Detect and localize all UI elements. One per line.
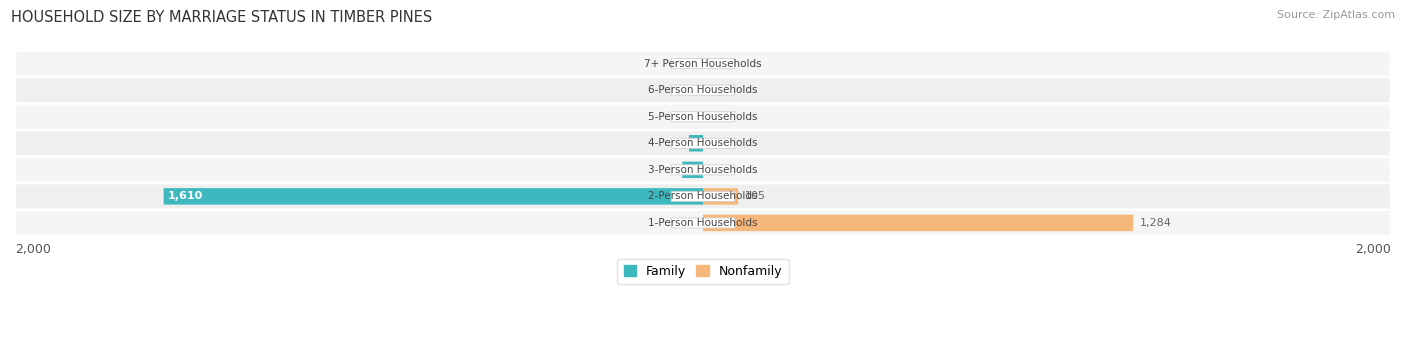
Text: 62: 62 bbox=[686, 165, 702, 175]
Text: 0: 0 bbox=[707, 112, 714, 122]
Text: 6-Person Households: 6-Person Households bbox=[648, 85, 758, 95]
Text: 4-Person Households: 4-Person Households bbox=[648, 138, 758, 148]
Text: 42: 42 bbox=[693, 138, 709, 148]
FancyBboxPatch shape bbox=[671, 138, 735, 148]
Text: 0: 0 bbox=[707, 85, 714, 95]
Text: 0: 0 bbox=[707, 138, 714, 148]
FancyBboxPatch shape bbox=[671, 218, 735, 228]
Legend: Family, Nonfamily: Family, Nonfamily bbox=[617, 259, 789, 284]
FancyBboxPatch shape bbox=[703, 215, 1133, 231]
Text: HOUSEHOLD SIZE BY MARRIAGE STATUS IN TIMBER PINES: HOUSEHOLD SIZE BY MARRIAGE STATUS IN TIM… bbox=[11, 10, 433, 25]
FancyBboxPatch shape bbox=[17, 52, 1389, 75]
FancyBboxPatch shape bbox=[17, 105, 1389, 129]
FancyBboxPatch shape bbox=[17, 184, 1389, 208]
Text: 1,610: 1,610 bbox=[167, 191, 202, 201]
FancyBboxPatch shape bbox=[17, 158, 1389, 182]
FancyBboxPatch shape bbox=[689, 135, 703, 152]
FancyBboxPatch shape bbox=[671, 112, 735, 122]
FancyBboxPatch shape bbox=[17, 78, 1389, 102]
Text: 1,284: 1,284 bbox=[1140, 218, 1171, 228]
Text: 0: 0 bbox=[692, 85, 699, 95]
Text: 0: 0 bbox=[707, 165, 714, 175]
FancyBboxPatch shape bbox=[671, 165, 735, 175]
FancyBboxPatch shape bbox=[671, 58, 735, 69]
Text: 1-Person Households: 1-Person Households bbox=[648, 218, 758, 228]
FancyBboxPatch shape bbox=[17, 131, 1389, 155]
Text: 105: 105 bbox=[745, 191, 766, 201]
Text: 0: 0 bbox=[707, 58, 714, 69]
FancyBboxPatch shape bbox=[671, 85, 735, 95]
Text: 0: 0 bbox=[692, 218, 699, 228]
Text: 0: 0 bbox=[692, 112, 699, 122]
Text: 0: 0 bbox=[692, 58, 699, 69]
FancyBboxPatch shape bbox=[682, 162, 703, 178]
Text: 3-Person Households: 3-Person Households bbox=[648, 165, 758, 175]
FancyBboxPatch shape bbox=[703, 188, 738, 205]
Text: 7+ Person Households: 7+ Person Households bbox=[644, 58, 762, 69]
FancyBboxPatch shape bbox=[163, 188, 703, 205]
FancyBboxPatch shape bbox=[17, 211, 1389, 235]
Text: 2-Person Households: 2-Person Households bbox=[648, 191, 758, 201]
FancyBboxPatch shape bbox=[671, 191, 735, 201]
Text: Source: ZipAtlas.com: Source: ZipAtlas.com bbox=[1277, 10, 1395, 20]
Text: 5-Person Households: 5-Person Households bbox=[648, 112, 758, 122]
